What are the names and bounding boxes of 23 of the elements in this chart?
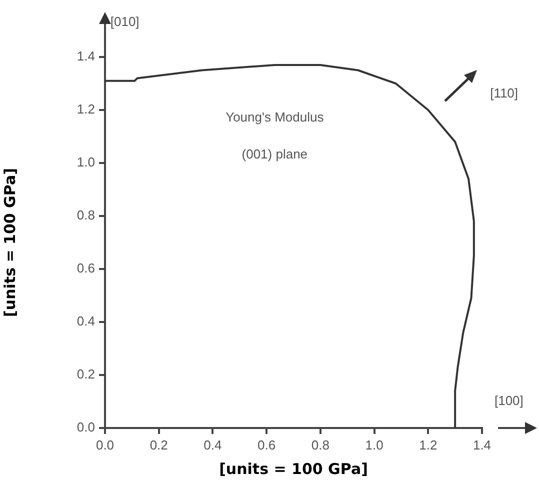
y-axis-title: [units = 100 GPa]	[0, 168, 19, 317]
y-tick-label: 1.2	[76, 102, 95, 117]
annotation: Young's Modulus	[226, 110, 324, 125]
x-tick-label: 0.6	[258, 437, 276, 452]
y-tick-label: 0.8	[76, 208, 95, 223]
y-tick-label: 0.4	[76, 314, 95, 329]
y-tick-label: 0.2	[76, 366, 95, 382]
y-tick-label: 0.0	[76, 420, 95, 435]
text: [010]	[110, 14, 140, 30]
y-tick-label: 1.0	[76, 154, 95, 170]
x-tick-label: 0.2	[150, 437, 168, 452]
x-tick-label: 0.0	[96, 437, 114, 452]
x-tick-label: 0.8	[311, 437, 330, 452]
text: [110]	[490, 86, 518, 101]
x-tick-label: 1.4	[472, 437, 492, 452]
x-axis-title: [units = 100 GPa]	[219, 460, 368, 478]
x-tick-label: 1.2	[419, 437, 438, 452]
text: [100]	[494, 393, 524, 408]
y-tick-label: 1.4	[76, 48, 95, 64]
annotation: (001) plane	[242, 146, 308, 162]
x-tick-label: 1.0	[365, 437, 384, 452]
x-tick-label: 0.4	[204, 437, 222, 452]
y-tick-label: 0.6	[76, 260, 95, 276]
